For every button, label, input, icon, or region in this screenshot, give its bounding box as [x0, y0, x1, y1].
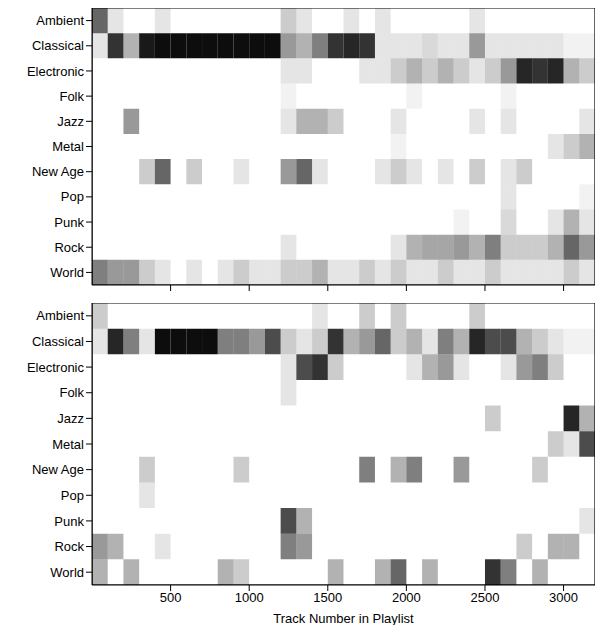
svg-text:Jazz: Jazz — [57, 114, 84, 129]
svg-text:World: World — [50, 565, 84, 580]
svg-text:Folk: Folk — [59, 385, 84, 400]
svg-text:Pop: Pop — [61, 488, 84, 503]
svg-text:Punk: Punk — [54, 215, 84, 230]
svg-text:Rock: Rock — [54, 240, 84, 255]
svg-text:2000: 2000 — [392, 590, 421, 605]
svg-text:Classical: Classical — [32, 334, 84, 349]
svg-text:Ambient: Ambient — [36, 13, 84, 28]
svg-text:3000: 3000 — [549, 590, 578, 605]
svg-text:Folk: Folk — [59, 89, 84, 104]
svg-text:Metal: Metal — [52, 437, 84, 452]
svg-text:500: 500 — [160, 590, 182, 605]
svg-text:1000: 1000 — [235, 590, 264, 605]
svg-text:New Age: New Age — [32, 164, 84, 179]
svg-text:World: World — [50, 265, 84, 280]
svg-text:Jazz: Jazz — [57, 411, 84, 426]
svg-text:Pop: Pop — [61, 189, 84, 204]
svg-text:Ambient: Ambient — [36, 308, 84, 323]
svg-text:Metal: Metal — [52, 139, 84, 154]
svg-text:New Age: New Age — [32, 462, 84, 477]
svg-text:2500: 2500 — [471, 590, 500, 605]
svg-text:Track Number in Playlist: Track Number in Playlist — [273, 611, 414, 625]
svg-text:1500: 1500 — [313, 590, 342, 605]
svg-text:Punk: Punk — [54, 514, 84, 529]
svg-text:Classical: Classical — [32, 38, 84, 53]
svg-text:Electronic: Electronic — [27, 64, 85, 79]
svg-text:Rock: Rock — [54, 539, 84, 554]
svg-text:Electronic: Electronic — [27, 360, 85, 375]
